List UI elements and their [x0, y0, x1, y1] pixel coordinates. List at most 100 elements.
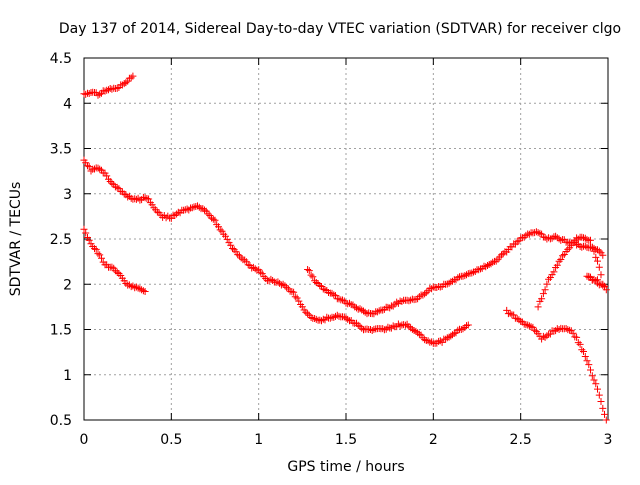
data-point — [583, 357, 591, 365]
chart-title: Day 137 of 2014, Sidereal Day-to-day VTE… — [59, 21, 621, 37]
data-point — [559, 252, 567, 260]
data-point — [536, 229, 544, 237]
data-point — [141, 194, 149, 202]
data-point — [167, 214, 175, 222]
data-point — [475, 266, 483, 274]
data-point — [277, 281, 285, 289]
x-tick-labels: 0 0.5 1 1.5 2 2.5 3 — [80, 432, 613, 448]
data-point — [354, 321, 362, 329]
data-point — [129, 72, 137, 80]
x-tick-label: 1.5 — [335, 432, 357, 448]
data-point — [449, 277, 456, 285]
data-point — [256, 268, 264, 276]
data-point — [525, 322, 533, 330]
data-point — [555, 257, 563, 265]
data-point — [304, 310, 312, 318]
data-point — [503, 306, 511, 314]
series-track-2 — [80, 156, 472, 347]
data-point — [599, 251, 607, 259]
data-point — [592, 277, 600, 284]
data-point — [450, 329, 458, 337]
data-point — [312, 315, 320, 323]
data-point — [592, 380, 600, 388]
y-axis-title: SDTVAR / TECUs — [8, 182, 24, 297]
series-track-3 — [80, 225, 149, 295]
data-point — [459, 272, 467, 280]
data-point — [587, 236, 594, 244]
data-point — [594, 276, 601, 284]
data-point — [585, 272, 593, 280]
data-point — [216, 226, 224, 234]
series-track-6 — [534, 233, 610, 311]
data-point — [339, 296, 346, 304]
data-point — [424, 337, 432, 345]
data-point — [94, 250, 102, 258]
data-point — [148, 201, 156, 209]
data-point — [583, 236, 591, 244]
y-tick-label: 2 — [63, 277, 72, 293]
data-point — [91, 245, 98, 253]
data-point — [132, 283, 140, 291]
data-point — [435, 337, 443, 345]
data-point — [520, 233, 528, 241]
axis-ticks — [83, 57, 609, 421]
data-point — [463, 271, 470, 279]
y-tick-label: 4 — [63, 96, 72, 112]
x-tick-label: 2.5 — [510, 432, 532, 448]
data-point — [510, 311, 518, 319]
data-point — [543, 280, 551, 288]
data-point — [557, 236, 565, 244]
y-tick-label: 4.5 — [50, 51, 72, 67]
data-point — [333, 311, 341, 319]
data-point — [222, 232, 229, 240]
data-point — [103, 172, 111, 180]
data-point — [84, 162, 91, 170]
data-point — [595, 281, 603, 289]
data-point — [291, 293, 299, 301]
data-point — [534, 303, 542, 311]
data-point — [344, 315, 352, 323]
data-point — [122, 280, 130, 287]
data-point — [283, 283, 291, 291]
series-track-1 — [80, 72, 137, 99]
y-tick-labels: 0.5 1 1.5 2 2.5 3 3.5 4 4.5 — [50, 51, 72, 429]
x-tick-label: 0 — [80, 432, 89, 448]
data-point — [305, 267, 313, 275]
data-point — [557, 256, 565, 263]
data-point — [594, 246, 601, 254]
data-point — [251, 265, 259, 273]
data-point — [541, 333, 549, 341]
data-point — [524, 321, 532, 329]
data-point — [201, 206, 208, 214]
data-point — [332, 292, 339, 300]
data-point — [436, 337, 444, 345]
data-point — [564, 245, 572, 253]
data-point — [204, 210, 212, 218]
data-point — [595, 263, 603, 271]
data-point — [346, 299, 353, 307]
x-tick-label: 0.5 — [160, 432, 182, 448]
data-point — [415, 330, 423, 338]
data-point — [513, 238, 521, 246]
data-point — [82, 159, 90, 167]
data-point — [546, 330, 554, 338]
data-point — [464, 321, 472, 329]
data-point — [428, 285, 436, 293]
data-point — [234, 251, 242, 259]
data-point — [525, 230, 533, 238]
data-point — [281, 282, 289, 290]
data-point — [122, 79, 130, 87]
data-point — [316, 282, 324, 290]
x-axis-title: GPS time / hours — [287, 459, 404, 475]
data-point — [517, 317, 525, 325]
data-point — [595, 391, 603, 399]
data-point — [550, 268, 558, 276]
data-point — [325, 289, 332, 296]
data-point — [304, 266, 312, 273]
data-point — [538, 295, 546, 303]
data-point — [307, 271, 315, 279]
data-point — [415, 293, 423, 301]
data-point — [85, 90, 93, 97]
data-point — [101, 87, 109, 95]
